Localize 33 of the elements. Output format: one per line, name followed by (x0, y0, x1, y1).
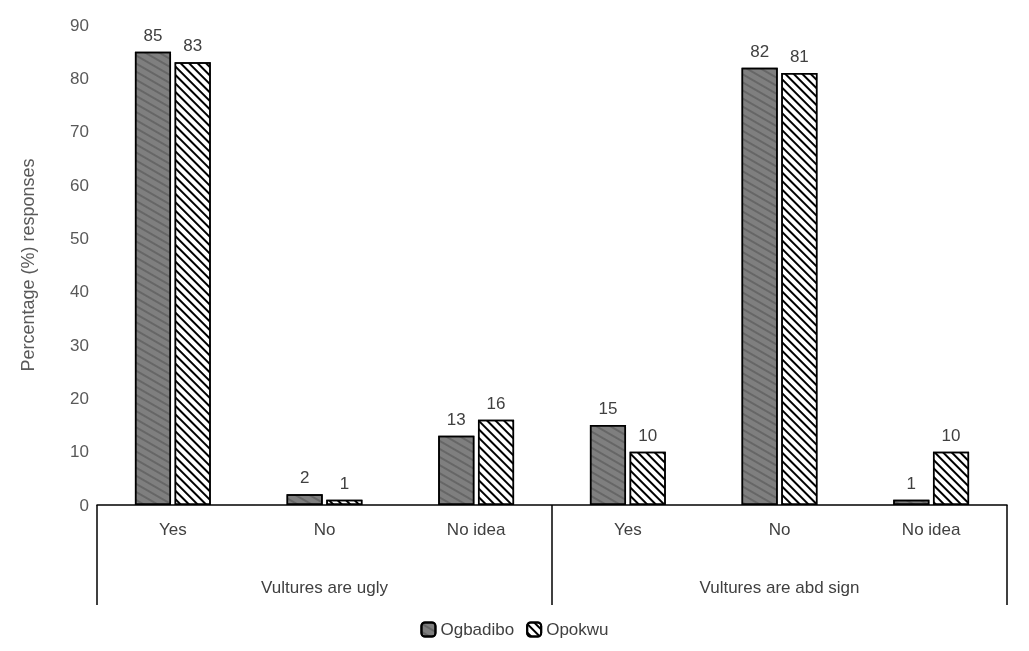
y-tick-label: 20 (70, 388, 89, 408)
y-tick-label: 60 (70, 175, 89, 195)
data-label: 83 (183, 36, 203, 56)
y-tick-label: 80 (70, 68, 89, 88)
x-tick-label: No idea (446, 520, 506, 539)
y-tick-label: 10 (70, 442, 89, 462)
data-label: 81 (789, 47, 809, 66)
data-label: 85 (143, 25, 163, 45)
data-label: 82 (750, 41, 770, 61)
legend-label: Opokwu (546, 620, 609, 639)
y-tick-label: 50 (70, 228, 89, 248)
y-tick-label: 40 (70, 282, 89, 302)
data-label: 1 (339, 473, 350, 493)
data-label: 10 (638, 425, 658, 445)
x-tick-label: No (768, 520, 791, 539)
y-tick-label: 30 (70, 335, 89, 355)
x-tick-label: No (313, 520, 336, 539)
data-label: 16 (486, 393, 506, 413)
data-label: 13 (446, 409, 466, 429)
legend-label: Ogbadibo (440, 620, 515, 639)
data-label: 15 (598, 399, 618, 418)
x-tick-label: No idea (901, 520, 961, 539)
y-tick-label: 0 (79, 495, 89, 515)
text: Vultures are abd sign (699, 578, 860, 597)
text: Vultures are ugly (261, 578, 389, 597)
y-tick-label: 90 (70, 15, 89, 35)
data-label: 1 (906, 473, 917, 493)
y-axis-title: Percentage (%) responses (18, 158, 38, 372)
y-tick-label: 70 (70, 122, 89, 142)
data-label: 2 (299, 468, 310, 488)
x-tick-label: Yes (158, 520, 187, 539)
data-label: 10 (941, 425, 961, 445)
x-tick-label: Yes (613, 520, 642, 539)
